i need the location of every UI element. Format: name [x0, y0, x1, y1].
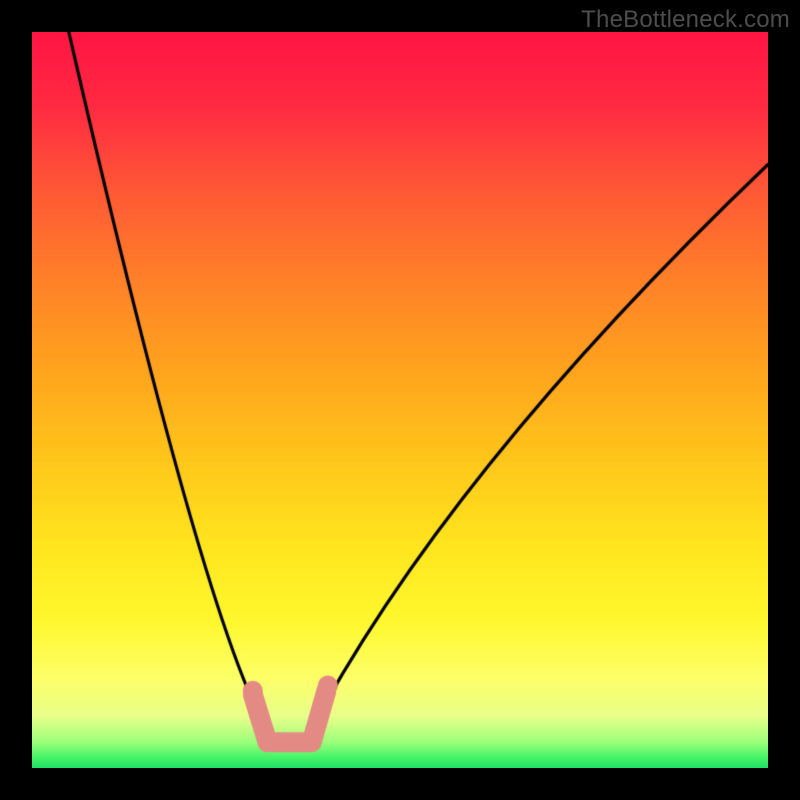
chart-stage: TheBottleneck.com: [0, 0, 800, 800]
sweet-spot-marker: [32, 32, 768, 768]
plot-area: [32, 32, 768, 768]
watermark-text: TheBottleneck.com: [581, 6, 790, 34]
